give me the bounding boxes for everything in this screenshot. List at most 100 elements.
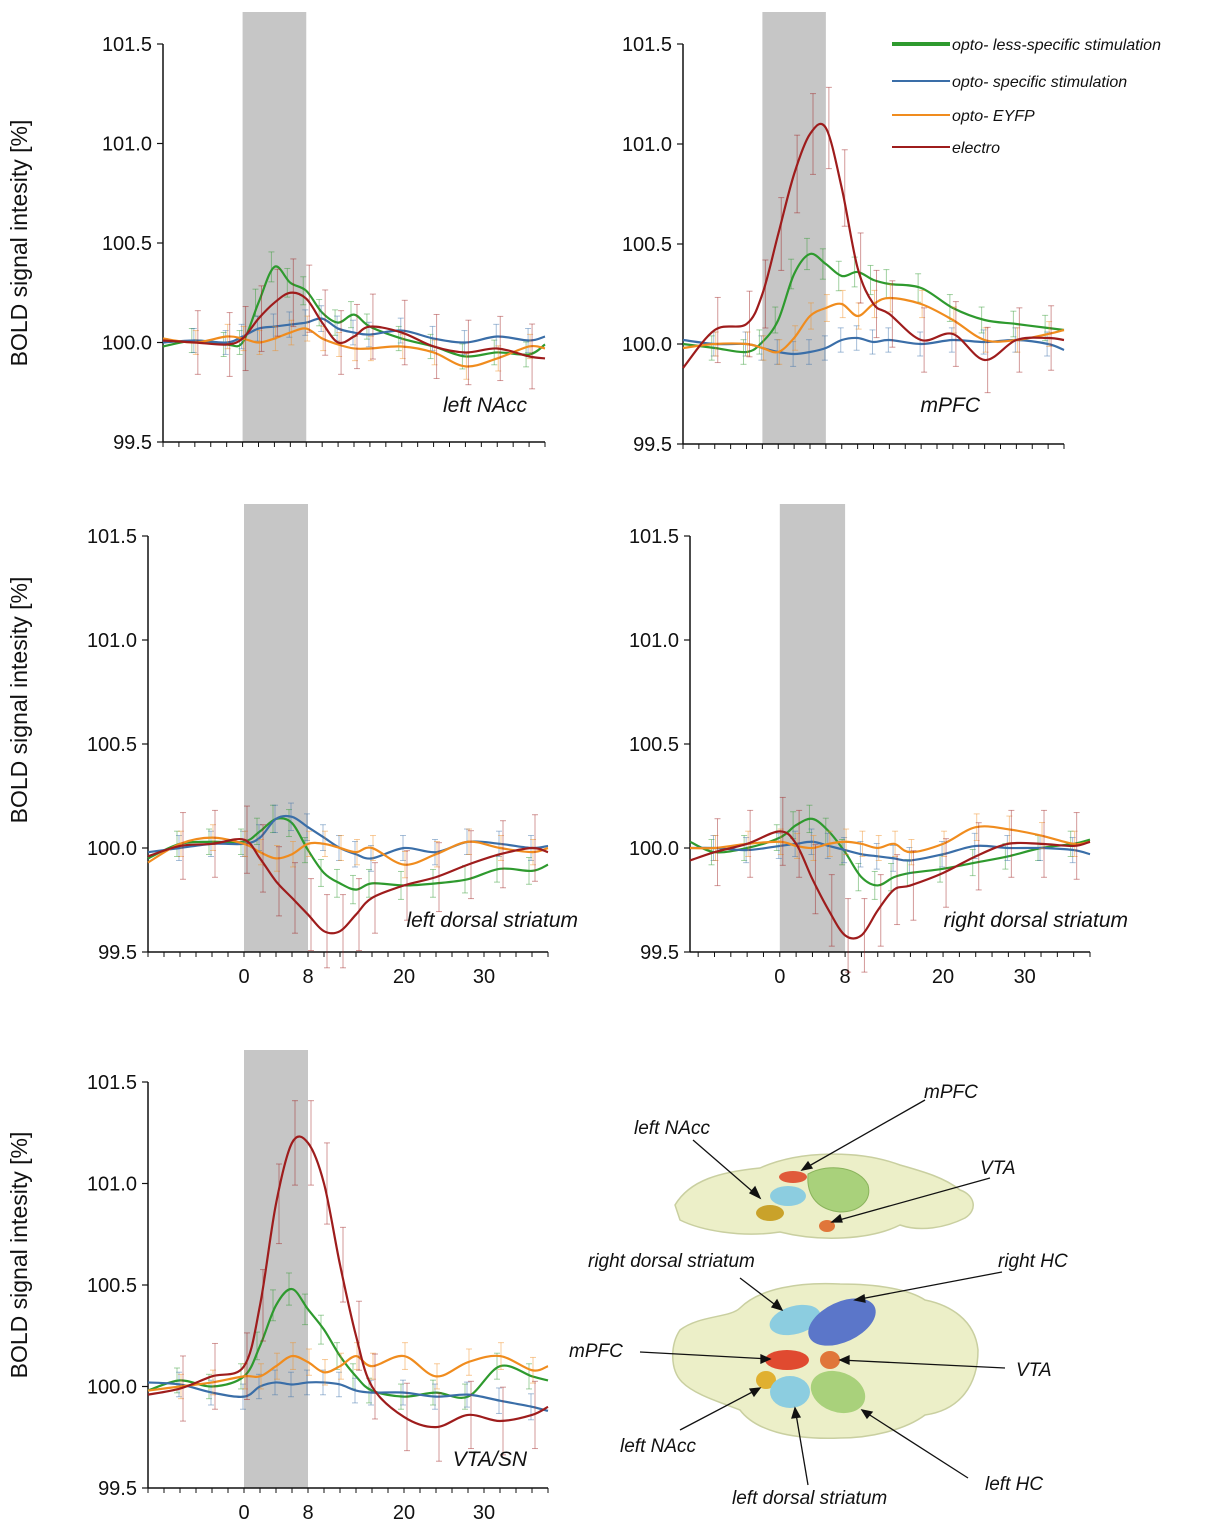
y-tick-label: 101.0 <box>87 630 137 652</box>
y-axis-label: BOLD signal intesity [%] <box>6 1132 32 1379</box>
series-line <box>689 830 1091 940</box>
series-line <box>162 291 546 360</box>
region-label: right dorsal striatum <box>944 909 1128 932</box>
y-tick-label: 100.5 <box>629 734 679 756</box>
region-striatum-top <box>770 1186 806 1206</box>
y-tick-label: 100.0 <box>629 838 679 860</box>
series-electro <box>689 796 1091 973</box>
series-opto-less-specific <box>147 1272 549 1410</box>
y-tick-label: 100.5 <box>102 233 152 255</box>
region-nacc-top <box>756 1205 784 1221</box>
legend-label: opto- EYFP <box>952 108 1035 125</box>
brain-anatomy-illustration: left NAcc mPFC VTA right dorsal striatum… <box>569 1082 1068 1509</box>
brain-label-left-hc: left HC <box>985 1474 1043 1495</box>
arrow-head <box>830 1213 843 1223</box>
series-opto-less-specific <box>162 251 546 370</box>
brain-label-left-striatum: left dorsal striatum <box>732 1488 887 1509</box>
region-left-hc <box>810 1370 866 1414</box>
series-line <box>682 122 1065 369</box>
x-tick-label: 20 <box>393 1502 415 1524</box>
y-tick-label: 99.5 <box>98 942 137 964</box>
series-line <box>162 265 546 358</box>
series-line <box>147 838 549 935</box>
series-line <box>162 317 546 344</box>
series-opto-eyfp <box>162 315 546 380</box>
y-tick-label: 100.5 <box>622 234 672 256</box>
x-tick-label: 30 <box>473 1502 495 1524</box>
y-tick-label: 101.0 <box>102 134 152 156</box>
region-hc-top <box>807 1167 870 1213</box>
series-opto-eyfp <box>689 813 1091 866</box>
series-line <box>682 296 1065 354</box>
legend-item-opto-specific: opto- specific stimulation <box>892 74 1127 91</box>
chart-panel: 99.5 100.0 100.5 101.0 101.5 mPFC <box>622 12 1065 456</box>
series-opto-eyfp <box>147 824 549 879</box>
stimulation-band <box>762 12 826 444</box>
y-tick-label: 101.0 <box>629 630 679 652</box>
y-tick-label: 100.5 <box>87 1275 137 1297</box>
series-opto-specific <box>162 305 546 355</box>
y-tick-label: 101.5 <box>87 1072 137 1094</box>
region-mpfc-bottom <box>765 1350 809 1370</box>
brain-bottom-view <box>672 1282 979 1439</box>
y-tick-label: 99.5 <box>98 1478 137 1500</box>
stimulation-band <box>244 1050 308 1488</box>
stimulation-band <box>242 12 307 442</box>
brain-label-mpfc-bottom: mPFC <box>569 1341 623 1362</box>
series-line <box>689 817 1091 887</box>
legend: opto- less-specific stimulation opto- spe… <box>892 37 1161 157</box>
brain-label-vta-bottom: VTA <box>1016 1360 1052 1381</box>
series-opto-less-specific <box>147 804 549 905</box>
arrow-head <box>791 1406 802 1419</box>
y-tick-label: 100.5 <box>87 734 137 756</box>
y-tick-label: 100.0 <box>102 333 152 355</box>
region-right-hc <box>808 1298 876 1346</box>
brain-label-right-hc: right HC <box>998 1251 1068 1272</box>
series-electro <box>147 1100 549 1462</box>
x-tick-label: 0 <box>774 966 785 988</box>
region-vta-top <box>819 1220 835 1232</box>
chart-panel: 99.5 100.0 100.5 101.0 101.5 0 8 20 30 BOLD signa… <box>6 504 578 988</box>
legend-item-opto-eyfp: opto- EYFP <box>892 108 1035 125</box>
x-tick-label: 0 <box>238 1502 249 1524</box>
series-electro <box>162 258 546 390</box>
y-tick-label: 99.5 <box>633 434 672 456</box>
brain-label-left-nacc-bottom: left NAcc <box>620 1436 697 1457</box>
brain-label-mpfc-top: mPFC <box>924 1082 978 1103</box>
arrow-left-nacc-bottom <box>679 1387 761 1431</box>
arrow-vta-top <box>831 1177 991 1223</box>
x-tick-label: 8 <box>302 966 313 988</box>
arrow-head <box>853 1293 866 1303</box>
y-tick-label: 101.5 <box>87 526 137 548</box>
brain-label-right-striatum: right dorsal striatum <box>588 1251 755 1272</box>
arrow-right-hc <box>854 1271 1003 1301</box>
arrow-left-striatum <box>794 1407 809 1486</box>
y-tick-label: 99.5 <box>113 432 152 454</box>
y-axis-label: BOLD signal intesity [%] <box>6 577 32 824</box>
series-line <box>147 1354 549 1392</box>
series-line <box>682 252 1065 354</box>
arrow-head <box>860 1409 874 1420</box>
series-opto-less-specific <box>682 237 1065 365</box>
region-label: VTA/SN <box>453 1448 528 1471</box>
series-line <box>689 840 1091 862</box>
arrow-head <box>748 1387 762 1398</box>
x-tick-label: 8 <box>302 1502 313 1524</box>
y-tick-label: 100.0 <box>87 1377 137 1399</box>
legend-item-opto-less-specific: opto- less-specific stimulation <box>892 37 1161 54</box>
arrow-head <box>800 1160 814 1171</box>
y-tick-label: 101.0 <box>622 134 672 156</box>
series-line <box>689 825 1091 854</box>
chart-panel: 99.5 100.0 100.5 101.0 101.5 BOLD signal inte… <box>6 12 546 454</box>
y-tick-label: 100.0 <box>87 838 137 860</box>
region-left-nacc <box>756 1371 776 1389</box>
y-axis-label: BOLD signal intesity [%] <box>6 120 32 367</box>
region-label: left NAcc <box>443 394 528 417</box>
region-mpfc-top <box>779 1171 807 1183</box>
legend-label: opto- less-specific stimulation <box>952 37 1161 54</box>
x-tick-label: 20 <box>393 966 415 988</box>
brain-label-left-nacc-top: left NAcc <box>634 1118 711 1139</box>
legend-label: opto- specific stimulation <box>952 74 1127 91</box>
series-line <box>147 1135 549 1429</box>
x-tick-label: 30 <box>1014 966 1036 988</box>
